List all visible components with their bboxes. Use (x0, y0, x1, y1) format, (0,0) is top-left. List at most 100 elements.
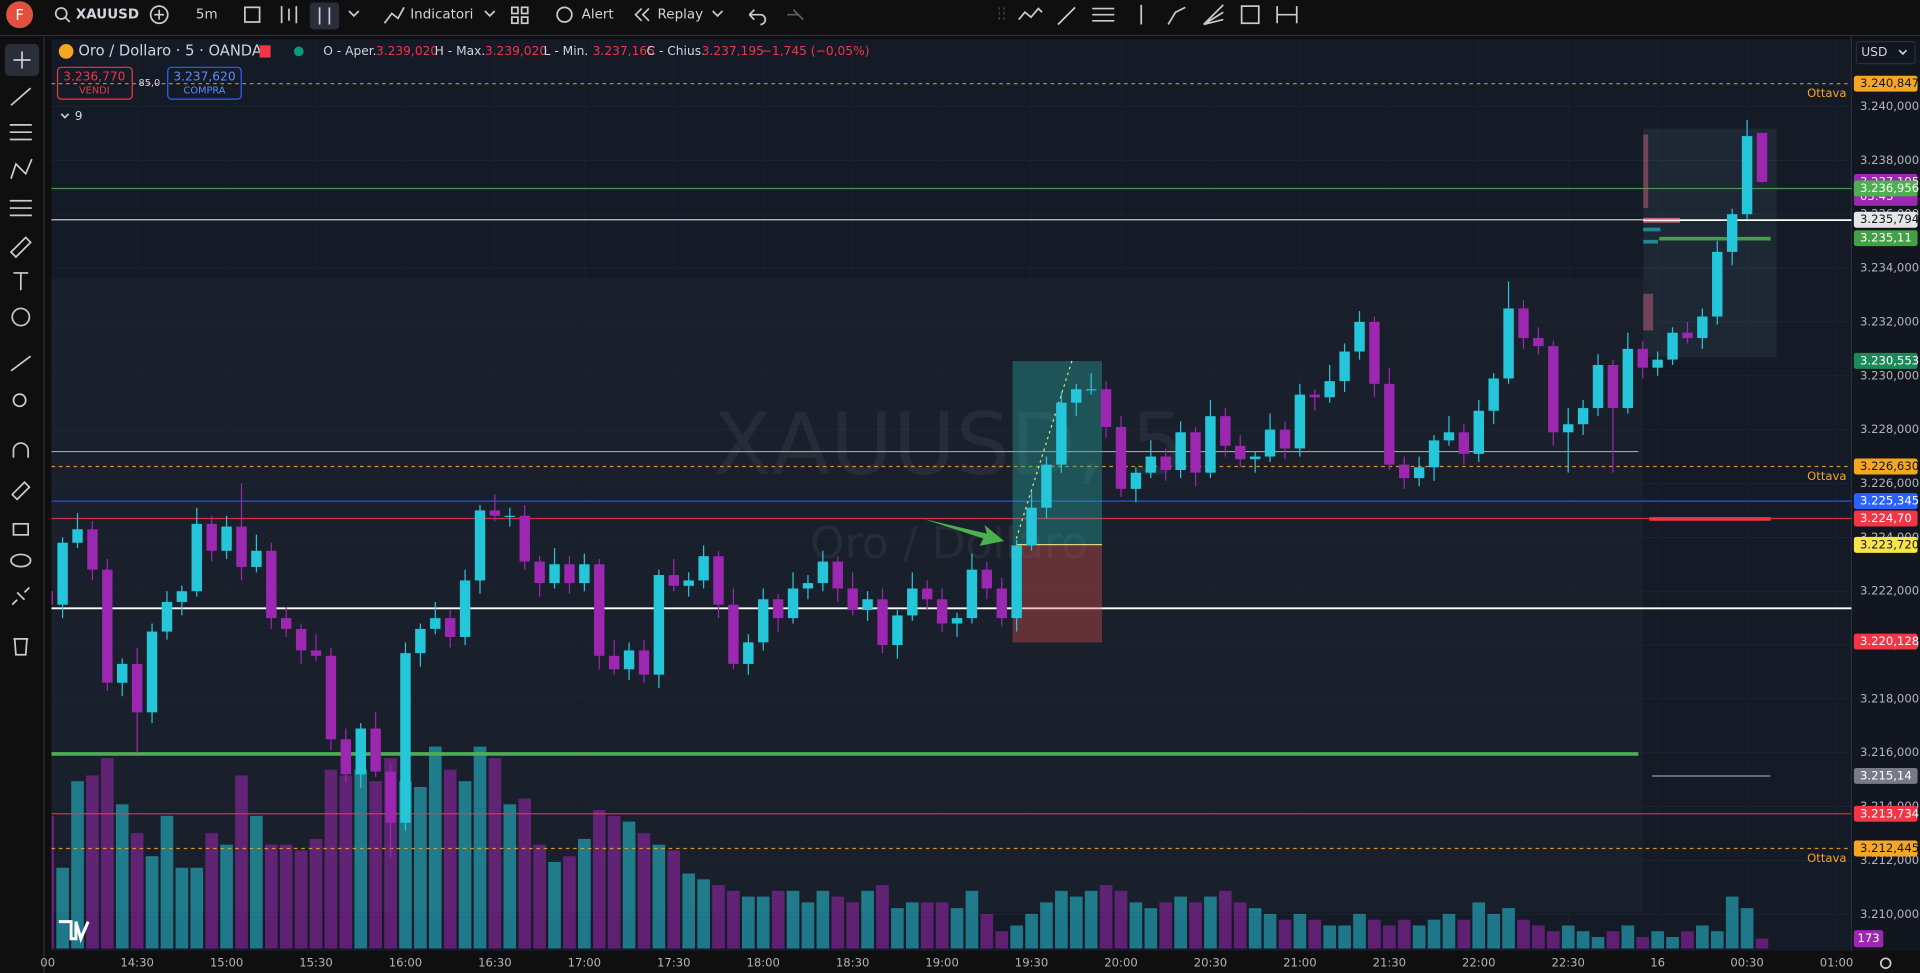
trendline[interactable] (10, 87, 32, 106)
candle-body (1458, 432, 1470, 454)
candle-body (161, 601, 173, 632)
trade-path (1015, 358, 1074, 539)
volume-bar (339, 775, 353, 949)
volume-bar (846, 902, 859, 949)
candle-body (1309, 394, 1320, 398)
buy-button[interactable] (167, 66, 242, 100)
replay[interactable]: Replay (658, 8, 704, 23)
link[interactable] (11, 586, 30, 606)
volume-bar (920, 902, 934, 949)
currency-box[interactable] (1855, 41, 1916, 65)
volume-bar (175, 867, 189, 949)
alert[interactable]: Alert (582, 8, 614, 23)
tool-icon[interactable] (1276, 6, 1298, 24)
layout-icon[interactable] (510, 6, 519, 15)
chevron[interactable] (484, 10, 496, 18)
candles-button[interactable] (309, 2, 340, 30)
replay-icon[interactable] (634, 7, 650, 22)
layout-icon (520, 6, 529, 15)
bars-button[interactable] (244, 6, 261, 23)
candle-body (594, 564, 605, 656)
undo[interactable] (748, 9, 767, 26)
collapse[interactable] (60, 113, 70, 119)
lock-drawing[interactable] (11, 481, 31, 501)
price-tag (1853, 840, 1918, 857)
tool-icon[interactable] (1203, 4, 1224, 26)
indicators[interactable]: Indicatori (410, 8, 473, 23)
fib[interactable] (9, 123, 32, 141)
zoom[interactable] (12, 393, 27, 408)
candle-body (1011, 545, 1022, 619)
candle-body (1637, 348, 1648, 368)
x-tick-label: 22:30 (1551, 956, 1584, 970)
candle-body (787, 588, 799, 619)
ohlc-value: 3.237,195 (702, 44, 764, 58)
x-tick-label: 16 (1650, 956, 1665, 970)
stop-zone[interactable] (1012, 544, 1103, 643)
interval[interactable]: 5m (196, 8, 218, 23)
y-tick-label: 3.238,000 (1860, 153, 1919, 167)
trash[interactable] (13, 638, 29, 656)
tool-icon[interactable] (1092, 7, 1115, 22)
drawings (51, 128, 1852, 777)
price-tag (1853, 536, 1918, 553)
tool-icon[interactable] (1240, 5, 1260, 25)
profile-box[interactable] (1643, 128, 1777, 358)
volume-bar (428, 746, 442, 949)
volume-bar (101, 758, 114, 949)
candles-icon (318, 7, 331, 25)
ruler[interactable] (10, 355, 32, 372)
volume-bar (1353, 913, 1366, 949)
ohlc-value: 3.237,165 (593, 44, 655, 58)
candle-body (87, 529, 98, 570)
candle-body (1667, 332, 1678, 360)
candle-body (1324, 381, 1335, 398)
candle-body (57, 542, 68, 605)
projection[interactable] (9, 199, 32, 217)
arrow[interactable] (923, 518, 1005, 546)
y-tick-label: 3.212,000 (1860, 853, 1919, 867)
volume-bar (443, 769, 457, 949)
text-tool[interactable] (13, 272, 29, 291)
compare-button[interactable] (149, 5, 169, 25)
alert-icon[interactable] (556, 6, 573, 23)
chevron[interactable] (348, 10, 360, 18)
search-icon[interactable] (54, 7, 68, 20)
ohlc-label: H - Max. (435, 44, 486, 58)
tool-icon[interactable] (1018, 7, 1043, 21)
volume-bar (145, 856, 159, 949)
settings[interactable] (1879, 957, 1892, 969)
emoji[interactable] (11, 307, 31, 327)
tool-icon[interactable] (1057, 6, 1076, 26)
volume-bar (1621, 925, 1635, 949)
volume-bar (488, 758, 502, 949)
candle-body (564, 564, 575, 584)
magnet[interactable] (12, 442, 30, 458)
price-tag (1853, 230, 1918, 247)
chevron[interactable] (712, 10, 724, 18)
volume-bar (771, 890, 785, 949)
candle-body (325, 655, 337, 740)
candle-body (1026, 507, 1037, 546)
visibility[interactable] (10, 553, 32, 568)
tool-icon[interactable] (1167, 6, 1186, 25)
candle-body (1622, 348, 1634, 409)
logo[interactable] (6, 1, 34, 29)
x-tick-label: 21:30 (1373, 956, 1406, 970)
volume-bar (637, 833, 651, 949)
symbol[interactable]: XAUUSD (76, 8, 139, 23)
sell-button[interactable] (56, 66, 133, 100)
bars-icon[interactable] (280, 6, 298, 24)
price-tag (1853, 211, 1918, 228)
brush[interactable] (9, 236, 32, 259)
chevron[interactable] (1898, 49, 1908, 56)
zone (51, 278, 1643, 912)
volume-bar (1606, 931, 1620, 949)
candle-body (1249, 456, 1261, 460)
pattern[interactable] (10, 158, 33, 179)
lock[interactable] (12, 522, 30, 536)
volume-bar (1248, 908, 1262, 949)
indicators-icon[interactable] (383, 6, 405, 24)
redo[interactable] (787, 9, 804, 21)
volume-bar (548, 861, 561, 949)
